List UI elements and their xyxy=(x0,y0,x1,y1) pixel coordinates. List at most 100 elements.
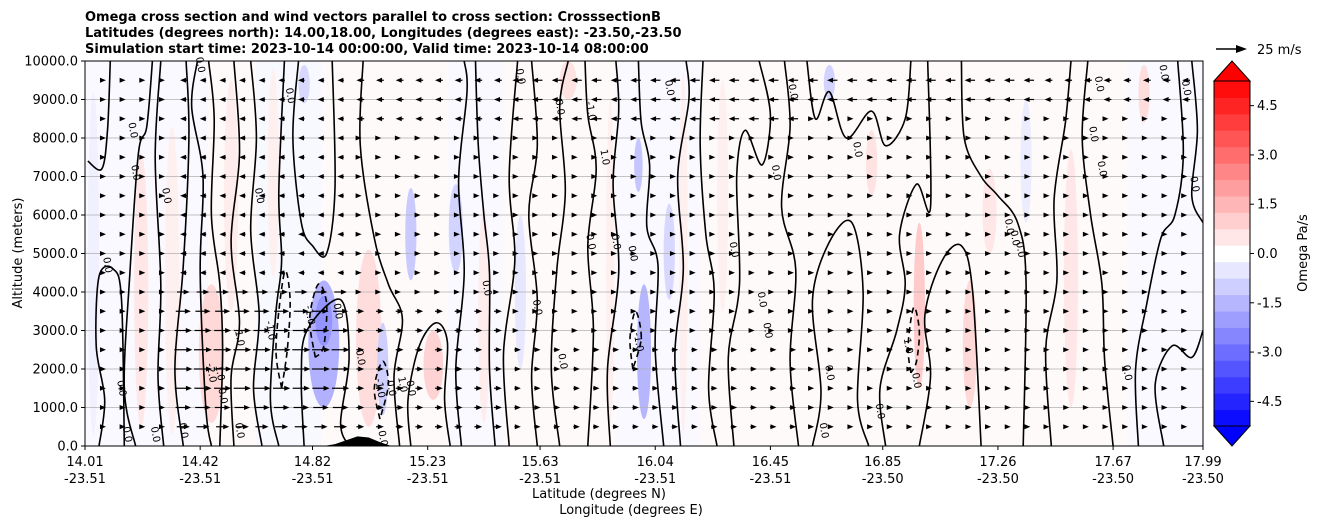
wind-vector-head xyxy=(1082,116,1089,122)
wind-vector-head xyxy=(711,424,718,430)
x-tick-label-lon: -23.51 xyxy=(64,472,106,487)
x-tick-label-lon: -23.50 xyxy=(1182,472,1224,487)
wind-vector-head xyxy=(99,77,106,83)
wind-vector-head xyxy=(1102,385,1109,391)
wind-vector-head xyxy=(847,405,854,410)
wind-vector-head xyxy=(278,97,285,102)
wind-vector-head xyxy=(317,77,324,83)
wind-vector-head xyxy=(886,135,893,141)
wind-vector-head xyxy=(324,366,331,372)
wind-vector-head xyxy=(436,385,443,391)
wind-vector-head xyxy=(689,97,696,102)
wind-vector-head xyxy=(534,347,541,353)
wind-vector-head xyxy=(532,289,539,295)
wind-vector-head xyxy=(770,424,777,430)
wind-vector-head xyxy=(748,270,755,276)
wind-vector-head xyxy=(199,174,206,179)
wind-vector-head xyxy=(185,385,192,391)
chart-title-line-1: Omega cross section and wind vectors par… xyxy=(85,10,661,25)
wind-vector-head xyxy=(827,289,834,295)
wind-vector-head xyxy=(495,347,502,353)
wind-vector-head xyxy=(355,193,362,199)
wind-vector-head xyxy=(278,193,285,199)
wind-vector-head xyxy=(219,135,226,141)
wind-vector-head xyxy=(158,347,165,353)
wind-vector-head xyxy=(1102,328,1109,333)
wind-vector-head xyxy=(1162,77,1169,83)
wind-vector-head xyxy=(672,424,679,430)
contour-label: 0.0 xyxy=(215,387,229,405)
contour-label: 0.0 xyxy=(252,187,266,205)
x-tick-label-lat: 15.23 xyxy=(409,455,446,470)
wind-vector-head xyxy=(1181,424,1188,430)
wind-vector-head xyxy=(591,116,598,122)
omega-contour xyxy=(699,61,718,446)
wind-vector-head xyxy=(790,366,797,372)
wind-vector-head xyxy=(493,135,500,141)
wind-vector-head xyxy=(473,135,480,141)
wind-vector-head xyxy=(1063,308,1070,314)
wind-vector-head xyxy=(807,97,814,102)
wind-vector-head xyxy=(965,366,972,372)
wind-vector-head xyxy=(965,193,972,199)
wind-vector-head xyxy=(1063,405,1070,410)
wind-vector-head xyxy=(709,154,716,160)
wind-vector-head xyxy=(476,308,483,314)
wind-vector-head xyxy=(532,231,539,237)
wind-vector-head xyxy=(99,405,106,410)
wind-vector-head xyxy=(689,251,696,256)
wind-vector-head xyxy=(689,212,696,218)
wind-vector-head xyxy=(453,270,460,276)
wind-vector-head xyxy=(119,366,126,372)
wind-vector-head xyxy=(1181,347,1188,353)
wind-vector-head xyxy=(926,251,933,256)
colorbar-segment xyxy=(1214,81,1250,98)
wind-vector-head xyxy=(926,270,933,276)
wind-vector-head xyxy=(1161,154,1168,160)
wind-vector-head xyxy=(1043,405,1050,410)
wind-vector-head xyxy=(414,231,421,237)
contour-label: 0.0 xyxy=(404,380,418,398)
wind-vector-head xyxy=(709,116,716,122)
wind-vector-head xyxy=(1161,212,1168,218)
colorbar: -4.5 -3.0 -1.5 0.0 1.5 3.0 4.5 xyxy=(1212,60,1282,447)
wind-vector-head xyxy=(1141,308,1148,314)
wind-vector-head xyxy=(1123,97,1130,102)
wind-vector-head xyxy=(847,212,854,218)
wind-vector-head xyxy=(512,289,519,295)
wind-vector-head xyxy=(1181,385,1188,391)
wind-vector-head xyxy=(495,385,502,391)
wind-vector-head xyxy=(337,193,344,199)
omega-contour xyxy=(474,61,496,446)
wind-vector-head xyxy=(158,174,165,179)
y-tick-label: 5000.0 xyxy=(33,247,79,262)
omega-contour xyxy=(637,61,665,446)
wind-vector-head xyxy=(1004,308,1011,314)
wind-vector-head xyxy=(610,116,617,122)
wind-vector-head xyxy=(436,308,443,314)
wind-vector-head xyxy=(1082,424,1089,430)
wind-vector-head xyxy=(476,366,483,372)
wind-vector-head xyxy=(1122,385,1129,391)
wind-vector-head xyxy=(787,77,794,83)
wind-vector-head xyxy=(867,116,874,122)
wind-vector-head xyxy=(1122,174,1129,179)
wind-vector-head xyxy=(453,289,460,295)
wind-vector-head xyxy=(1161,347,1168,353)
wind-vector-head xyxy=(689,154,696,160)
wind-vector-head xyxy=(397,347,404,353)
wind-vector-head xyxy=(394,174,401,179)
wind-vector-head xyxy=(1102,405,1109,410)
wind-vector-head xyxy=(1181,308,1188,314)
y-tick-label: 9000.0 xyxy=(33,93,79,108)
y-tick-label: 4000.0 xyxy=(33,286,79,301)
wind-vector-head xyxy=(689,289,696,295)
wind-vector-head xyxy=(494,97,501,102)
wind-vector-head xyxy=(355,174,362,179)
wind-vector-head xyxy=(456,347,463,353)
wind-vector-head xyxy=(375,251,382,256)
wind-vector-head xyxy=(199,251,206,256)
wind-vector-head xyxy=(340,289,347,295)
wind-vector-head xyxy=(669,135,676,141)
contour-label: 0.0 xyxy=(1013,241,1027,259)
